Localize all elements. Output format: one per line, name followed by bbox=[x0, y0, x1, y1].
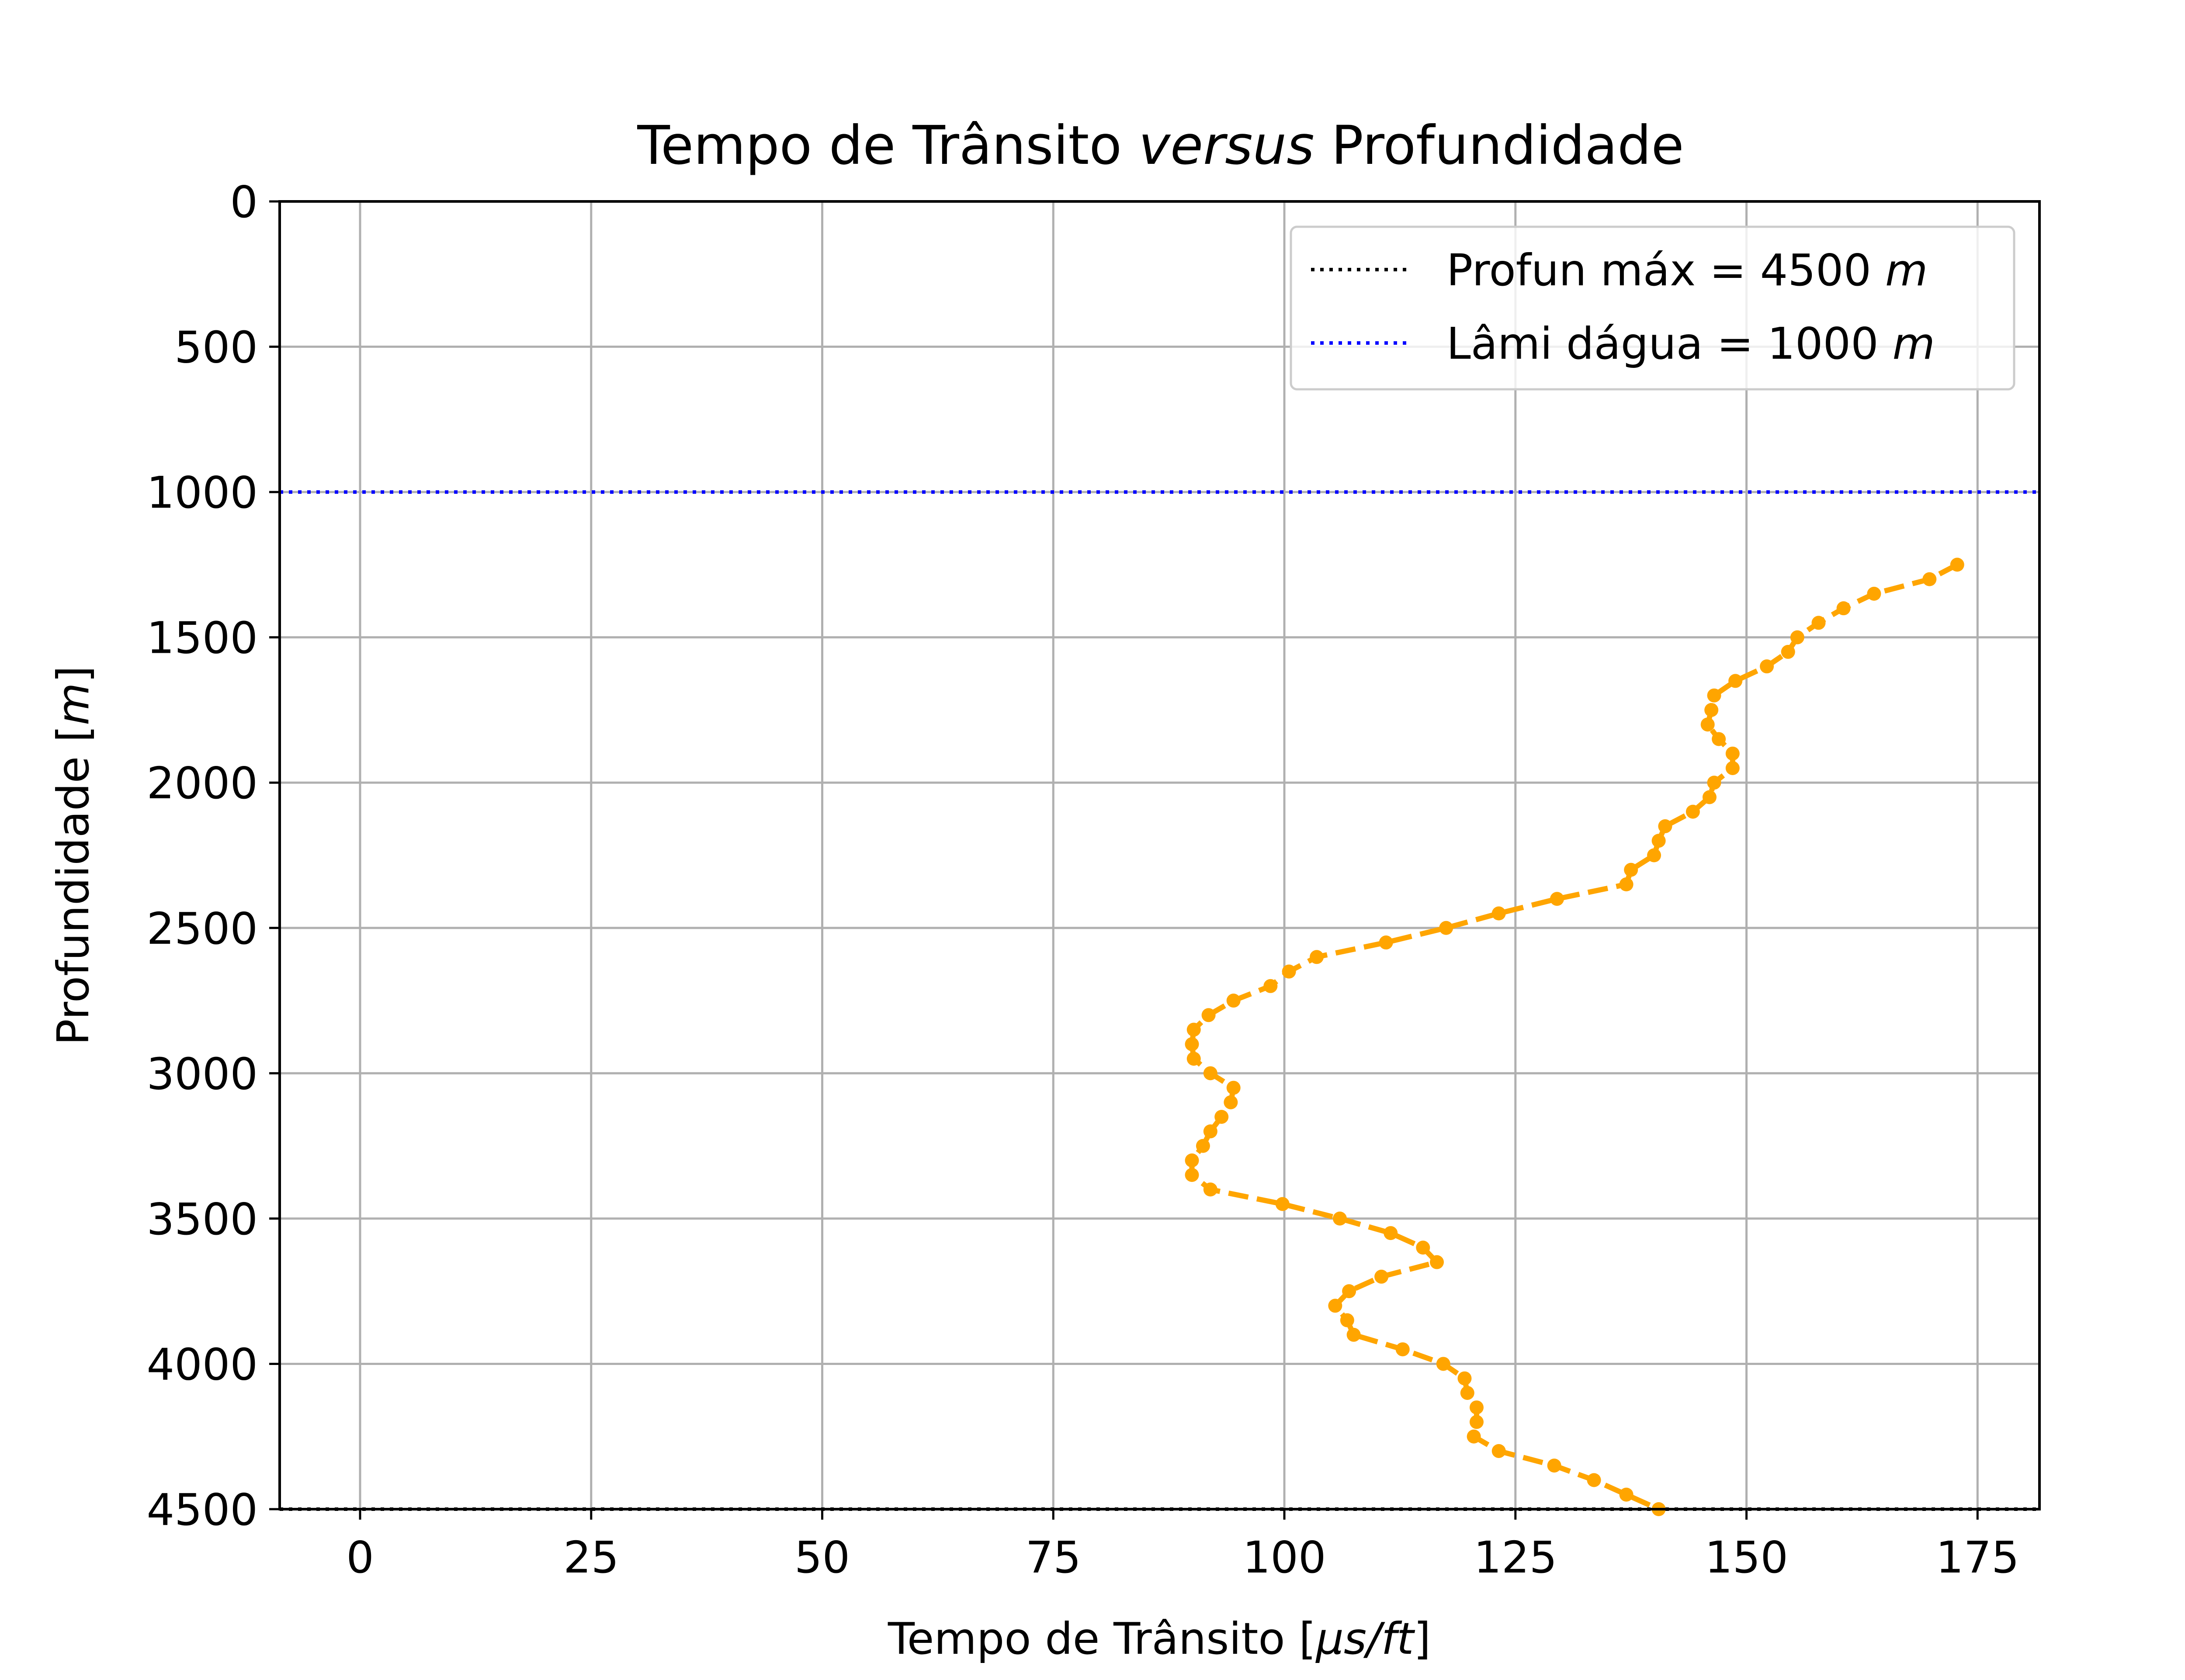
data-point bbox=[1647, 848, 1661, 863]
x-tick-label: 175 bbox=[1936, 1532, 2019, 1583]
data-point bbox=[1550, 892, 1564, 906]
y-tick-label: 2500 bbox=[147, 903, 258, 954]
data-point bbox=[1457, 1371, 1472, 1386]
data-point bbox=[1619, 1487, 1634, 1502]
data-point bbox=[1587, 1473, 1601, 1487]
data-point bbox=[1185, 1153, 1199, 1167]
y-tick-label: 0 bbox=[230, 177, 258, 228]
data-point bbox=[1781, 644, 1795, 659]
data-point bbox=[1624, 863, 1638, 877]
chart-title: Tempo de Trânsito versus Profundidade bbox=[637, 114, 1684, 177]
data-point bbox=[1950, 558, 1964, 572]
y-tick-label: 4000 bbox=[147, 1339, 258, 1390]
data-point bbox=[1224, 1095, 1238, 1109]
data-point bbox=[1340, 1313, 1354, 1327]
data-point bbox=[1491, 1444, 1506, 1458]
data-point bbox=[1725, 761, 1740, 775]
x-tick-label: 150 bbox=[1705, 1532, 1788, 1583]
data-point bbox=[1469, 1415, 1484, 1429]
data-point bbox=[1547, 1458, 1561, 1473]
data-point bbox=[1282, 964, 1296, 979]
data-series bbox=[1185, 558, 1964, 1516]
data-point bbox=[1725, 746, 1740, 761]
data-point bbox=[1374, 1269, 1389, 1284]
legend: Profun máx = 4500 m Lâmi dágua = 1000 m bbox=[1290, 225, 2015, 391]
x-tick-label: 0 bbox=[346, 1532, 374, 1583]
data-point bbox=[1651, 834, 1666, 848]
y-tick-label: 1500 bbox=[147, 613, 258, 664]
data-point bbox=[1686, 804, 1700, 819]
data-point bbox=[1658, 819, 1672, 833]
data-point bbox=[1379, 935, 1393, 950]
legend-label: Profun máx = 4500 m bbox=[1446, 245, 1928, 296]
data-point bbox=[1395, 1342, 1410, 1357]
x-tick-label: 75 bbox=[1026, 1532, 1081, 1583]
data-point bbox=[1203, 1066, 1217, 1081]
y-tick-label: 1000 bbox=[147, 467, 258, 518]
data-point bbox=[1707, 688, 1721, 703]
data-point bbox=[1384, 1226, 1398, 1240]
data-point bbox=[1436, 1357, 1450, 1371]
data-point bbox=[1214, 1110, 1229, 1124]
y-axis-ticks: 0 500 1000 1500 2000 2500 3000 3500 4000 4500 bbox=[147, 177, 280, 1535]
y-axis-label: Profundidade [m] bbox=[48, 666, 99, 1046]
data-point bbox=[1342, 1284, 1356, 1299]
data-point bbox=[1185, 1037, 1199, 1051]
plot-frame bbox=[278, 200, 2041, 1510]
data-point bbox=[1226, 994, 1241, 1008]
data-point bbox=[1491, 906, 1506, 921]
data-point bbox=[1760, 659, 1774, 674]
x-tick-label: 50 bbox=[794, 1532, 850, 1583]
data-point bbox=[1185, 1168, 1199, 1182]
data-point bbox=[1922, 572, 1937, 586]
data-point bbox=[1790, 630, 1804, 644]
data-point bbox=[1707, 776, 1721, 790]
y-tick-label: 2000 bbox=[147, 758, 258, 809]
data-point bbox=[1263, 979, 1278, 993]
x-tick-label: 125 bbox=[1474, 1532, 1557, 1583]
data-point bbox=[1712, 732, 1726, 746]
data-point bbox=[1416, 1240, 1430, 1255]
data-point bbox=[1275, 1197, 1290, 1211]
x-tick-label: 100 bbox=[1243, 1532, 1326, 1583]
x-axis-label: Tempo de Trânsito [μs/ft] bbox=[888, 1613, 1431, 1664]
data-point bbox=[1704, 703, 1719, 717]
data-point bbox=[1203, 1124, 1217, 1139]
data-point bbox=[1728, 674, 1743, 688]
x-axis-ticks: 0 25 50 75 100 125 150 175 bbox=[346, 1509, 2019, 1583]
y-tick-label: 3500 bbox=[147, 1194, 258, 1245]
data-point bbox=[1460, 1386, 1474, 1400]
data-point bbox=[1226, 1081, 1241, 1095]
y-tick-label: 4500 bbox=[147, 1484, 258, 1535]
legend-frame bbox=[1290, 225, 2015, 391]
data-point bbox=[1196, 1139, 1210, 1153]
data-point bbox=[1346, 1327, 1361, 1342]
x-tick-label: 25 bbox=[563, 1532, 619, 1583]
legend-items: Profun máx = 4500 m Lâmi dágua = 1000 m bbox=[1311, 245, 1935, 369]
data-point bbox=[1836, 601, 1851, 616]
data-point bbox=[1439, 921, 1453, 935]
data-point bbox=[1186, 1052, 1201, 1066]
data-point bbox=[1619, 877, 1634, 892]
data-point bbox=[1700, 717, 1715, 732]
data-point bbox=[1702, 790, 1717, 804]
data-point bbox=[1811, 616, 1826, 630]
data-point bbox=[1467, 1429, 1481, 1444]
data-point bbox=[1328, 1299, 1342, 1313]
y-tick-label: 3000 bbox=[147, 1048, 258, 1099]
data-point bbox=[1310, 950, 1324, 964]
data-point bbox=[1469, 1400, 1484, 1415]
data-point bbox=[1201, 1008, 1216, 1022]
legend-label: Lâmi dágua = 1000 m bbox=[1446, 318, 1935, 369]
data-point bbox=[1203, 1182, 1217, 1197]
data-point bbox=[1332, 1211, 1347, 1226]
data-point bbox=[1186, 1022, 1201, 1037]
y-tick-label: 500 bbox=[174, 322, 258, 373]
data-point bbox=[1867, 586, 1881, 601]
data-point bbox=[1430, 1255, 1444, 1269]
